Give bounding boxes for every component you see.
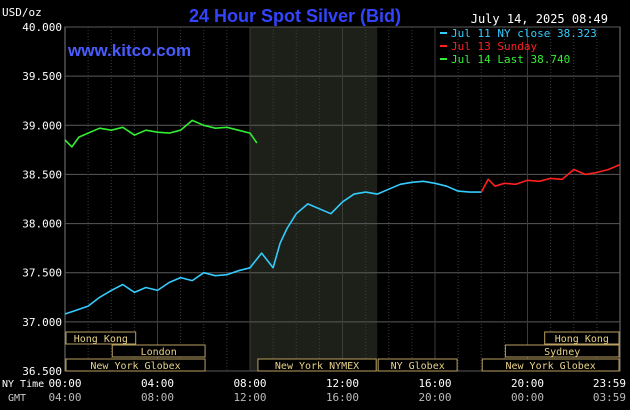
shaded-period-0	[250, 27, 378, 371]
y-tick-label-6: 37.000	[22, 316, 62, 329]
y-tick-label-3: 38.500	[22, 168, 62, 181]
x-tick-ny-1: 04:00	[141, 377, 174, 390]
session-label-6: Sydney	[544, 347, 580, 358]
session-box-3	[257, 358, 377, 372]
y-tick-label-5: 37.500	[22, 267, 62, 280]
session-label-0: Hong Kong	[74, 334, 128, 345]
series-line-0	[64, 180, 482, 315]
chart-title: 24 Hour Spot Silver (Bid)	[189, 6, 401, 26]
unit-label: USD/oz	[2, 6, 42, 19]
x-tick-ny-5: 20:00	[511, 377, 544, 390]
session-box-2	[65, 358, 206, 372]
x-tick-gmt-4: 20:00	[418, 391, 451, 404]
session-label-4: NY Globex	[391, 361, 445, 372]
y-tick-label-2: 39.000	[22, 119, 62, 132]
shaded-period-layer	[250, 27, 378, 371]
session-label-5: Hong Kong	[555, 334, 609, 345]
session-box-1	[111, 344, 206, 358]
grid-lines	[65, 26, 620, 372]
session-box-6	[504, 344, 620, 358]
legend-entry-1: Jul 13 Sunday	[451, 40, 537, 53]
session-box-7	[481, 358, 620, 372]
series-line-2	[64, 119, 258, 148]
x-tick-ny-4: 16:00	[418, 377, 451, 390]
series-line-1	[480, 163, 621, 193]
x-tick-ny-3: 12:00	[326, 377, 359, 390]
y-tick-label-4: 38.000	[22, 218, 62, 231]
y-tick-label-1: 39.500	[22, 70, 62, 83]
watermark: www.kitco.com	[67, 41, 191, 60]
x-tick-ny-2: 08:00	[233, 377, 266, 390]
session-box-0	[65, 331, 137, 345]
x-tick-ny-6: 23:59	[593, 377, 626, 390]
x-tick-gmt-3: 16:00	[326, 391, 359, 404]
x-tick-gmt-0: 04:00	[48, 391, 81, 404]
price-series	[64, 119, 621, 315]
session-label-1: London	[141, 347, 177, 358]
x-tick-gmt-1: 08:00	[141, 391, 174, 404]
timestamp: July 14, 2025 08:49	[471, 12, 608, 26]
session-label-7: New York Globex	[505, 361, 595, 372]
y-tick-label-7: 36.500	[22, 365, 62, 378]
x-tick-gmt-6: 03:59	[593, 391, 626, 404]
session-box-5	[544, 331, 620, 345]
trading-sessions: Hong Kong London New York Globex New York N…	[65, 331, 620, 372]
x-axis-ticks: 00:0004:0004:0008:0008:0012:0012:0016:00…	[48, 377, 626, 404]
session-label-2: New York Globex	[90, 361, 180, 372]
x-tick-gmt-5: 00:00	[511, 391, 544, 404]
x-tick-ny-0: 00:00	[48, 377, 81, 390]
legend-entry-0: Jul 11 NY close 38.323	[451, 27, 597, 40]
ny-time-label: NY Time	[2, 379, 44, 390]
session-box-4	[377, 358, 458, 372]
legend-entry-2: Jul 14 Last 38.740	[451, 53, 570, 66]
y-tick-label-0: 40.000	[22, 21, 62, 34]
x-tick-gmt-2: 12:00	[233, 391, 266, 404]
gmt-label: GMT	[8, 393, 26, 404]
y-axis-ticks: 40.000 39.500 39.000 38.500 38.000 37.500 37.0…	[22, 21, 62, 378]
session-label-3: New York NYMEX	[275, 361, 359, 372]
